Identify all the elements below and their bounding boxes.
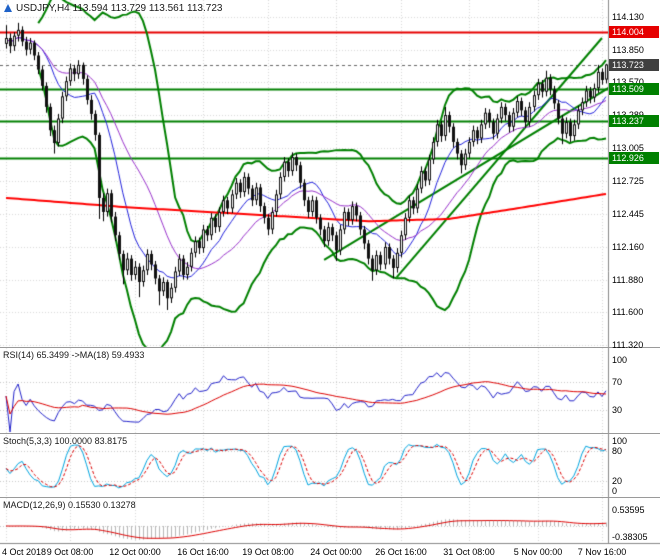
time-tick: 24 Oct 00:00 [310, 547, 362, 557]
stoch-tick: 80 [612, 446, 623, 456]
price-badge: 112.926 [609, 152, 659, 164]
time-tick: 16 Oct 16:00 [177, 547, 229, 557]
price-badge: 114.004 [609, 26, 659, 38]
price-badge: 113.509 [609, 83, 659, 95]
stoch-tick: 0 [612, 486, 618, 496]
macd-tick: -0.38305 [612, 532, 648, 542]
price-tick: 111.880 [612, 275, 644, 285]
price-tick: 112.160 [612, 242, 644, 252]
stoch-label: Stoch(5,3,3) 100.0000 83.8175 [3, 436, 128, 446]
chart-title: USDJPY,H4 113.594 113.729 113.561 113.72… [16, 3, 223, 14]
symbol-icon [4, 4, 12, 12]
macd-label: MACD(12,26,9) 0.15530 0.13278 [3, 500, 136, 510]
time-tick: 31 Oct 08:00 [443, 547, 495, 557]
time-tick: 12 Oct 00:00 [109, 547, 161, 557]
price-badge: 113.723 [609, 59, 659, 71]
panel-separator-macd[interactable] [0, 497, 660, 498]
price-tick: 111.320 [612, 340, 644, 350]
price-tick: 112.445 [612, 209, 644, 219]
time-tick: 7 Nov 16:00 [577, 547, 627, 557]
price-tick: 112.725 [612, 176, 644, 186]
price-tick: 114.130 [612, 12, 644, 22]
price-badge: 113.237 [609, 115, 659, 127]
panel-separator-rsi[interactable] [0, 347, 660, 348]
time-tick: 26 Oct 16:00 [375, 547, 427, 557]
time-tick: 9 Oct 08:00 [46, 547, 94, 557]
panel-separator-stoch[interactable] [0, 433, 660, 434]
rsi-label: RSI(14) 65.3499 ->MA(18) 59.4933 [3, 350, 145, 360]
time-tick: 19 Oct 08:00 [242, 547, 294, 557]
time-tick: 4 Oct 2018 [2, 547, 47, 557]
rsi-tick: 30 [612, 405, 623, 415]
macd-tick: 0.53595 [612, 505, 645, 515]
stoch-tick: 100 [612, 436, 628, 446]
price-tick: 113.570 [612, 77, 644, 87]
price-tick: 113.850 [612, 45, 644, 55]
price-tick: 113.005 [612, 143, 644, 153]
rsi-tick: 100 [612, 355, 628, 365]
rsi-tick: 70 [612, 377, 623, 387]
price-tick: 111.600 [612, 307, 644, 317]
stoch-tick: 20 [612, 476, 623, 486]
time-tick: 5 Nov 00:00 [513, 547, 563, 557]
